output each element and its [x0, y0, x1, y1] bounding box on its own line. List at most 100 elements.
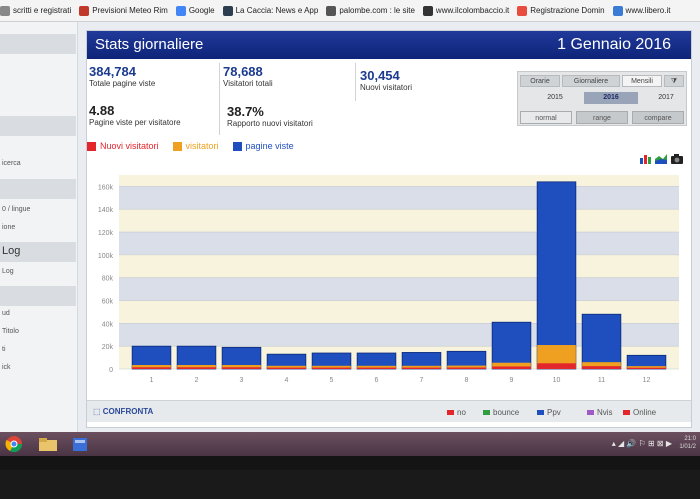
footer-legend-label: Ppv [547, 408, 561, 417]
bar-visitatori[interactable] [222, 365, 261, 369]
divider [219, 63, 220, 135]
x-tick-label: 4 [285, 377, 289, 384]
footer-legend-label: no [457, 408, 466, 417]
clock-time: 21:0 [684, 436, 696, 442]
compare-button[interactable]: ⬚ CONFRONTA [93, 407, 153, 416]
stat-total-pageviews: 384,784 Totale pagine viste [89, 64, 155, 88]
sidebar-bar[interactable] [0, 179, 76, 199]
tab-giornaliere[interactable]: Giornaliere [562, 75, 620, 87]
bookmark[interactable]: Registrazione Domin [517, 5, 605, 16]
bar-visitatori[interactable] [627, 366, 666, 369]
bar-visitatori[interactable] [177, 365, 216, 369]
x-tick-label: 1 [150, 377, 154, 384]
sidebar-bar[interactable] [0, 116, 76, 136]
sidebar-item[interactable]: Log [2, 268, 14, 275]
footer-legend-item[interactable]: no [447, 408, 466, 417]
sidebar-item[interactable]: ti [2, 346, 6, 353]
sidebar-item[interactable]: ione [2, 224, 16, 231]
legend-item[interactable]: Nuovi visitatori [87, 139, 159, 153]
meteo-icon [79, 5, 90, 16]
bar-visitatori[interactable] [447, 365, 486, 369]
tab-orarie[interactable]: Orarie [520, 75, 560, 87]
bar-visitatori[interactable] [132, 365, 171, 369]
bar-nuovi-visitatori[interactable] [357, 367, 396, 369]
bar-visitatori[interactable] [267, 365, 306, 369]
bar-nuovi-visitatori[interactable] [132, 367, 171, 369]
bar-nuovi-visitatori[interactable] [222, 367, 261, 369]
camera-icon[interactable] [671, 151, 683, 164]
bar-nuovi-visitatori[interactable] [627, 367, 666, 369]
bar-visitatori[interactable] [402, 365, 441, 369]
sidebar-item[interactable]: 0 / lingue [2, 206, 31, 213]
bar-nuovi-visitatori[interactable] [267, 367, 306, 369]
legend-swatch [483, 410, 490, 415]
footer-legend-item[interactable]: Nvis [587, 408, 613, 417]
filter-icon[interactable]: ⧩ [664, 75, 684, 87]
bookmark-label: palombe.com : le site [339, 6, 415, 15]
stat-value: 30,454 [360, 68, 400, 83]
legend-item[interactable]: visitatori [172, 139, 219, 153]
star-icon [517, 5, 528, 16]
sidebar-bar[interactable] [0, 34, 76, 54]
google-icon [175, 5, 186, 16]
mode-range-button[interactable]: range [576, 111, 628, 124]
x-tick-label: 7 [420, 377, 424, 384]
bar-nuovi-visitatori[interactable] [447, 367, 486, 369]
footer-legend-item[interactable]: Online [623, 408, 656, 417]
y-tick-label: 0 [109, 367, 113, 374]
bookmark-label: www.libero.it [625, 6, 671, 15]
legend-item[interactable]: pagine viste [232, 139, 294, 153]
system-tray[interactable]: ▴ ◢ 🔊 ⚐ ⊞ ⊠ ▶ [611, 439, 672, 448]
sidebar-bar[interactable] [0, 286, 76, 306]
year-2015[interactable]: 2015 [547, 94, 563, 101]
stat-label: Nuovi visitatori [360, 83, 413, 92]
folder-icon[interactable] [36, 434, 60, 454]
stat-value: 38.7% [227, 104, 264, 119]
chart-legend: Nuovi visitatori visitatori pagine viste [87, 139, 308, 153]
sidebar-item[interactable]: icerca [2, 160, 21, 167]
year-2016[interactable]: 2016 [584, 92, 638, 104]
bookmark[interactable]: scritti e registrati [0, 5, 71, 16]
chrome-icon[interactable] [2, 434, 26, 454]
sidebar-item[interactable]: Titolo [2, 328, 19, 335]
bar-visitatori[interactable] [492, 362, 531, 369]
bar-nuovi-visitatori[interactable] [582, 366, 621, 369]
bookmark[interactable]: www.ilcolombaccio.it [422, 5, 510, 16]
bookmark[interactable]: Google [175, 5, 215, 16]
bar-nuovi-visitatori[interactable] [492, 366, 531, 369]
bar-chart-icon[interactable] [639, 151, 651, 164]
x-tick-label: 10 [553, 377, 561, 384]
bar-nuovi-visitatori[interactable] [537, 363, 576, 369]
tab-mensili[interactable]: Mensili [622, 75, 662, 87]
bookmark[interactable]: Previsioni Meteo Rim [79, 5, 168, 16]
bar-pagine-viste[interactable] [491, 321, 532, 370]
sidebar-item[interactable]: ick [2, 364, 11, 371]
mode-normal-button[interactable]: normal [520, 111, 572, 124]
bar-pagine-viste[interactable] [581, 313, 622, 370]
sidebar-item-log[interactable]: Log [0, 242, 76, 262]
footer-legend-item[interactable]: Ppv [537, 408, 561, 417]
bar-visitatori[interactable] [582, 362, 621, 369]
bar-nuovi-visitatori[interactable] [312, 367, 351, 369]
area-chart-icon[interactable] [655, 151, 667, 164]
bar-visitatori[interactable] [537, 345, 576, 369]
mode-compare-button[interactable]: compare [632, 111, 684, 124]
stats-panel: Stats giornaliere 1 Gennaio 2016 384,784… [86, 30, 692, 428]
bookmark[interactable]: palombe.com : le site [326, 5, 415, 16]
explorer-icon[interactable] [68, 434, 92, 454]
bar-visitatori[interactable] [312, 365, 351, 369]
stat-new-visitors: 30,454 Nuovi visitatori [360, 68, 412, 92]
footer-legend-item[interactable]: bounce [483, 408, 519, 417]
bookmark[interactable]: La Caccia: News e App [222, 5, 318, 16]
page-icon [0, 5, 10, 16]
bookmark-label: www.ilcolombaccio.it [435, 6, 510, 15]
bar-nuovi-visitatori[interactable] [177, 367, 216, 369]
sidebar-item[interactable]: ud [2, 310, 10, 317]
clock[interactable]: 21:0 1/01/2 [679, 435, 696, 451]
bar-visitatori[interactable] [357, 365, 396, 369]
year-2017[interactable]: 2017 [658, 94, 674, 101]
bookmark[interactable]: www.libero.it [612, 5, 671, 16]
bar-pagine-viste[interactable] [536, 181, 577, 370]
y-tick-label: 80k [102, 276, 114, 283]
bar-nuovi-visitatori[interactable] [402, 367, 441, 369]
